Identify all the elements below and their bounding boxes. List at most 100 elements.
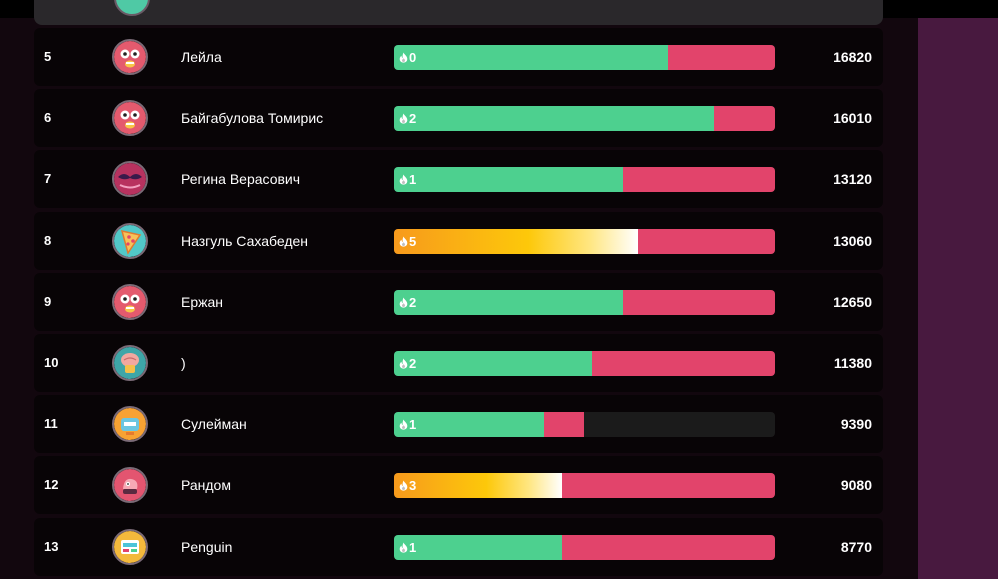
answer-progress-bar: 1 <box>394 167 775 193</box>
player-name: Лейла <box>181 49 222 65</box>
scared-face-avatar-icon <box>112 100 148 137</box>
player-name: Байгабулова Томирис <box>181 110 324 127</box>
streak-badge: 3 <box>399 473 416 498</box>
player-rank: 12 <box>44 477 59 493</box>
flame-icon <box>399 419 408 430</box>
player-rank: 13 <box>44 538 59 554</box>
wrong-answers-segment <box>623 289 775 315</box>
player-rank: 8 <box>44 232 52 248</box>
player-score: 8770 <box>840 538 872 555</box>
leaderboard-row: 6 Байгабулова Томирис 2 16010 <box>34 89 883 148</box>
streak-count: 0 <box>409 50 417 65</box>
player-score: 9390 <box>840 416 872 433</box>
leaderboard-row: 8 Назгуль Сахабеден 5 13060 <box>34 211 883 270</box>
player-name: Сулейман <box>181 416 247 433</box>
streak-badge: 2 <box>399 351 416 376</box>
answer-progress-bar: 2 <box>394 106 775 132</box>
correct-answers-segment <box>394 167 623 193</box>
player-score: 16820 <box>833 49 872 65</box>
on-fire-streak-segment <box>394 228 638 254</box>
player-rank: 11 <box>44 416 58 432</box>
player-name: ) <box>181 355 186 371</box>
player-score: 13120 <box>833 171 872 188</box>
wrong-answers-segment <box>544 412 584 438</box>
flame-icon <box>399 297 408 308</box>
streak-count: 2 <box>409 294 417 310</box>
flame-icon <box>399 542 408 553</box>
wrong-answers-segment <box>592 351 775 376</box>
answer-progress-bar: 2 <box>394 289 775 315</box>
flame-icon <box>399 358 408 369</box>
player-score: 16010 <box>833 110 872 127</box>
player-name: Регина Верасович <box>181 171 301 188</box>
wrong-answers-segment <box>623 167 775 193</box>
wrong-answers-segment <box>562 473 775 499</box>
streak-badge: 2 <box>399 106 416 131</box>
player-score: 9080 <box>840 477 872 494</box>
avatar-icon <box>114 0 150 16</box>
flame-icon <box>399 52 408 63</box>
flame-icon <box>399 236 408 247</box>
mustache-avatar-icon <box>112 161 148 198</box>
robot-avatar-icon <box>112 406 148 443</box>
creature-avatar-icon <box>112 467 148 504</box>
player-name: Назгуль Сахабеден <box>181 232 309 249</box>
on-fire-streak-segment <box>394 473 562 499</box>
leaderboard-row: 9 Ержан 2 12650 <box>34 272 883 331</box>
player-rank: 9 <box>44 293 52 309</box>
answer-progress-bar: 2 <box>394 351 775 376</box>
scared-face-avatar-icon <box>112 39 148 75</box>
correct-answers-segment <box>394 106 714 132</box>
streak-count: 5 <box>409 233 417 249</box>
player-score: 12650 <box>833 293 872 310</box>
scared-face-avatar-icon <box>112 283 148 320</box>
correct-answers-segment <box>394 45 668 70</box>
answer-progress-bar: 1 <box>394 534 775 560</box>
leaderboard-row: 12 Рандом 3 9080 <box>34 456 883 515</box>
leaderboard-row: 11 Сулейман 1 9390 <box>34 395 883 454</box>
streak-badge: 1 <box>399 167 416 192</box>
player-score: 13060 <box>833 232 872 249</box>
streak-count: 1 <box>409 172 417 188</box>
previous-row-partial <box>34 0 883 25</box>
correct-answers-segment <box>394 351 592 376</box>
player-name: Ержан <box>181 293 224 310</box>
wrong-answers-segment <box>638 228 775 254</box>
leaderboard-row: 13 Penguin 1 8770 <box>34 517 883 576</box>
streak-badge: 1 <box>399 535 416 560</box>
brain-avatar-icon <box>112 345 148 381</box>
flame-icon <box>399 174 408 185</box>
flame-icon <box>399 113 408 124</box>
correct-answers-segment <box>394 534 562 560</box>
leaderboard-row: 7 Регина Верасович 1 13120 <box>34 150 883 209</box>
pizza-avatar-icon <box>112 222 148 259</box>
player-name: Penguin <box>181 538 233 555</box>
player-rank: 5 <box>44 49 52 64</box>
streak-count: 1 <box>409 539 417 555</box>
answer-progress-bar: 0 <box>394 45 775 70</box>
streak-count: 3 <box>409 478 417 494</box>
streak-count: 2 <box>409 356 417 371</box>
wrong-answers-segment <box>562 534 775 560</box>
player-rank: 6 <box>44 110 52 126</box>
player-name: Рандом <box>181 477 231 494</box>
player-rank: 7 <box>44 171 52 187</box>
flame-icon <box>399 480 408 491</box>
streak-badge: 5 <box>399 229 416 254</box>
wrong-answers-segment <box>668 45 775 70</box>
gadget-avatar-icon <box>112 528 148 565</box>
streak-count: 1 <box>409 417 417 433</box>
streak-badge: 0 <box>399 45 416 70</box>
correct-answers-segment <box>394 412 544 438</box>
side-panel <box>918 0 998 579</box>
player-score: 11380 <box>833 355 872 371</box>
answer-progress-bar: 3 <box>394 473 775 499</box>
answer-progress-bar: 5 <box>394 228 775 254</box>
leaderboard-row: 10 ) 2 11380 <box>34 334 883 392</box>
wrong-answers-segment <box>714 106 775 132</box>
player-rank: 10 <box>44 355 59 370</box>
streak-badge: 1 <box>399 412 416 437</box>
streak-badge: 2 <box>399 290 416 315</box>
leaderboard-row: 5 Лейла 0 16820 <box>34 28 883 86</box>
